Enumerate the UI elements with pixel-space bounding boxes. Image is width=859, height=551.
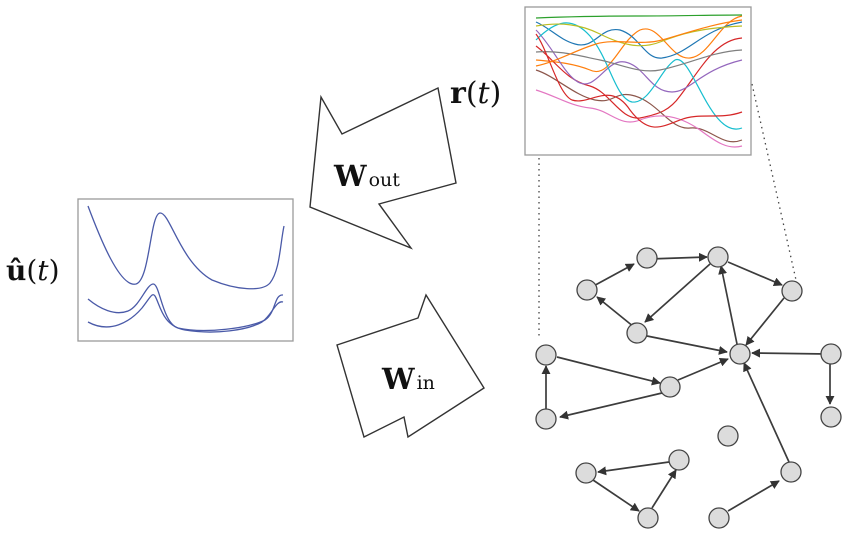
reservoir-state-plot <box>524 6 752 156</box>
signal-curve <box>535 33 743 128</box>
node-icon <box>708 507 730 529</box>
network-edge <box>646 335 728 355</box>
reservoir-curves <box>535 14 743 148</box>
arrow-left-icon <box>309 86 457 250</box>
node-icon <box>659 376 681 398</box>
node-icon <box>668 449 690 471</box>
network-edge <box>559 392 663 420</box>
network-edge <box>727 261 783 286</box>
network-edge <box>651 469 677 509</box>
signal-curve <box>535 21 743 59</box>
node-icon <box>707 246 729 268</box>
node-icon <box>637 507 659 529</box>
network-edge <box>648 252 708 262</box>
signal-curve <box>535 29 743 93</box>
network-edge <box>677 357 729 381</box>
node-icon <box>820 406 842 428</box>
network-edge <box>745 297 785 346</box>
signal-curve <box>535 69 743 143</box>
node-icon <box>820 343 842 365</box>
network-edge <box>556 356 661 386</box>
signal-curve <box>535 23 743 47</box>
node-icon <box>729 343 751 365</box>
reservoir-label: r(t) <box>450 76 501 111</box>
network-edge <box>751 348 828 358</box>
network-edges <box>541 252 835 512</box>
signal-curve <box>535 19 743 67</box>
network-edge <box>597 461 670 476</box>
node-icon <box>636 247 658 269</box>
signal-curve <box>87 205 285 290</box>
network-edge <box>644 263 711 323</box>
signal-curve <box>87 294 284 333</box>
network-nodes <box>535 246 842 529</box>
node-icon <box>535 344 557 366</box>
node-icon <box>781 280 803 302</box>
input-plot-frame <box>77 198 294 342</box>
signal-curve <box>535 37 743 119</box>
node-icon <box>535 408 557 430</box>
input-signal-plot <box>77 198 294 342</box>
network-edge <box>743 362 790 463</box>
node-icon <box>717 425 739 447</box>
network-edge <box>718 265 738 345</box>
signal-curve <box>535 15 743 73</box>
input-label: û(t) <box>6 254 60 287</box>
node-icon <box>626 322 648 344</box>
node-icon <box>575 462 597 484</box>
signal-curve <box>535 89 743 148</box>
network-edge <box>727 480 780 512</box>
network-edge <box>592 479 640 512</box>
node-icon <box>780 461 802 483</box>
network-edge <box>596 296 635 328</box>
dotted-connector-right <box>751 83 797 281</box>
node-icon <box>576 279 598 301</box>
arrow-right-icon <box>336 293 485 439</box>
signal-curve <box>535 14 743 19</box>
input-curves <box>87 205 285 333</box>
